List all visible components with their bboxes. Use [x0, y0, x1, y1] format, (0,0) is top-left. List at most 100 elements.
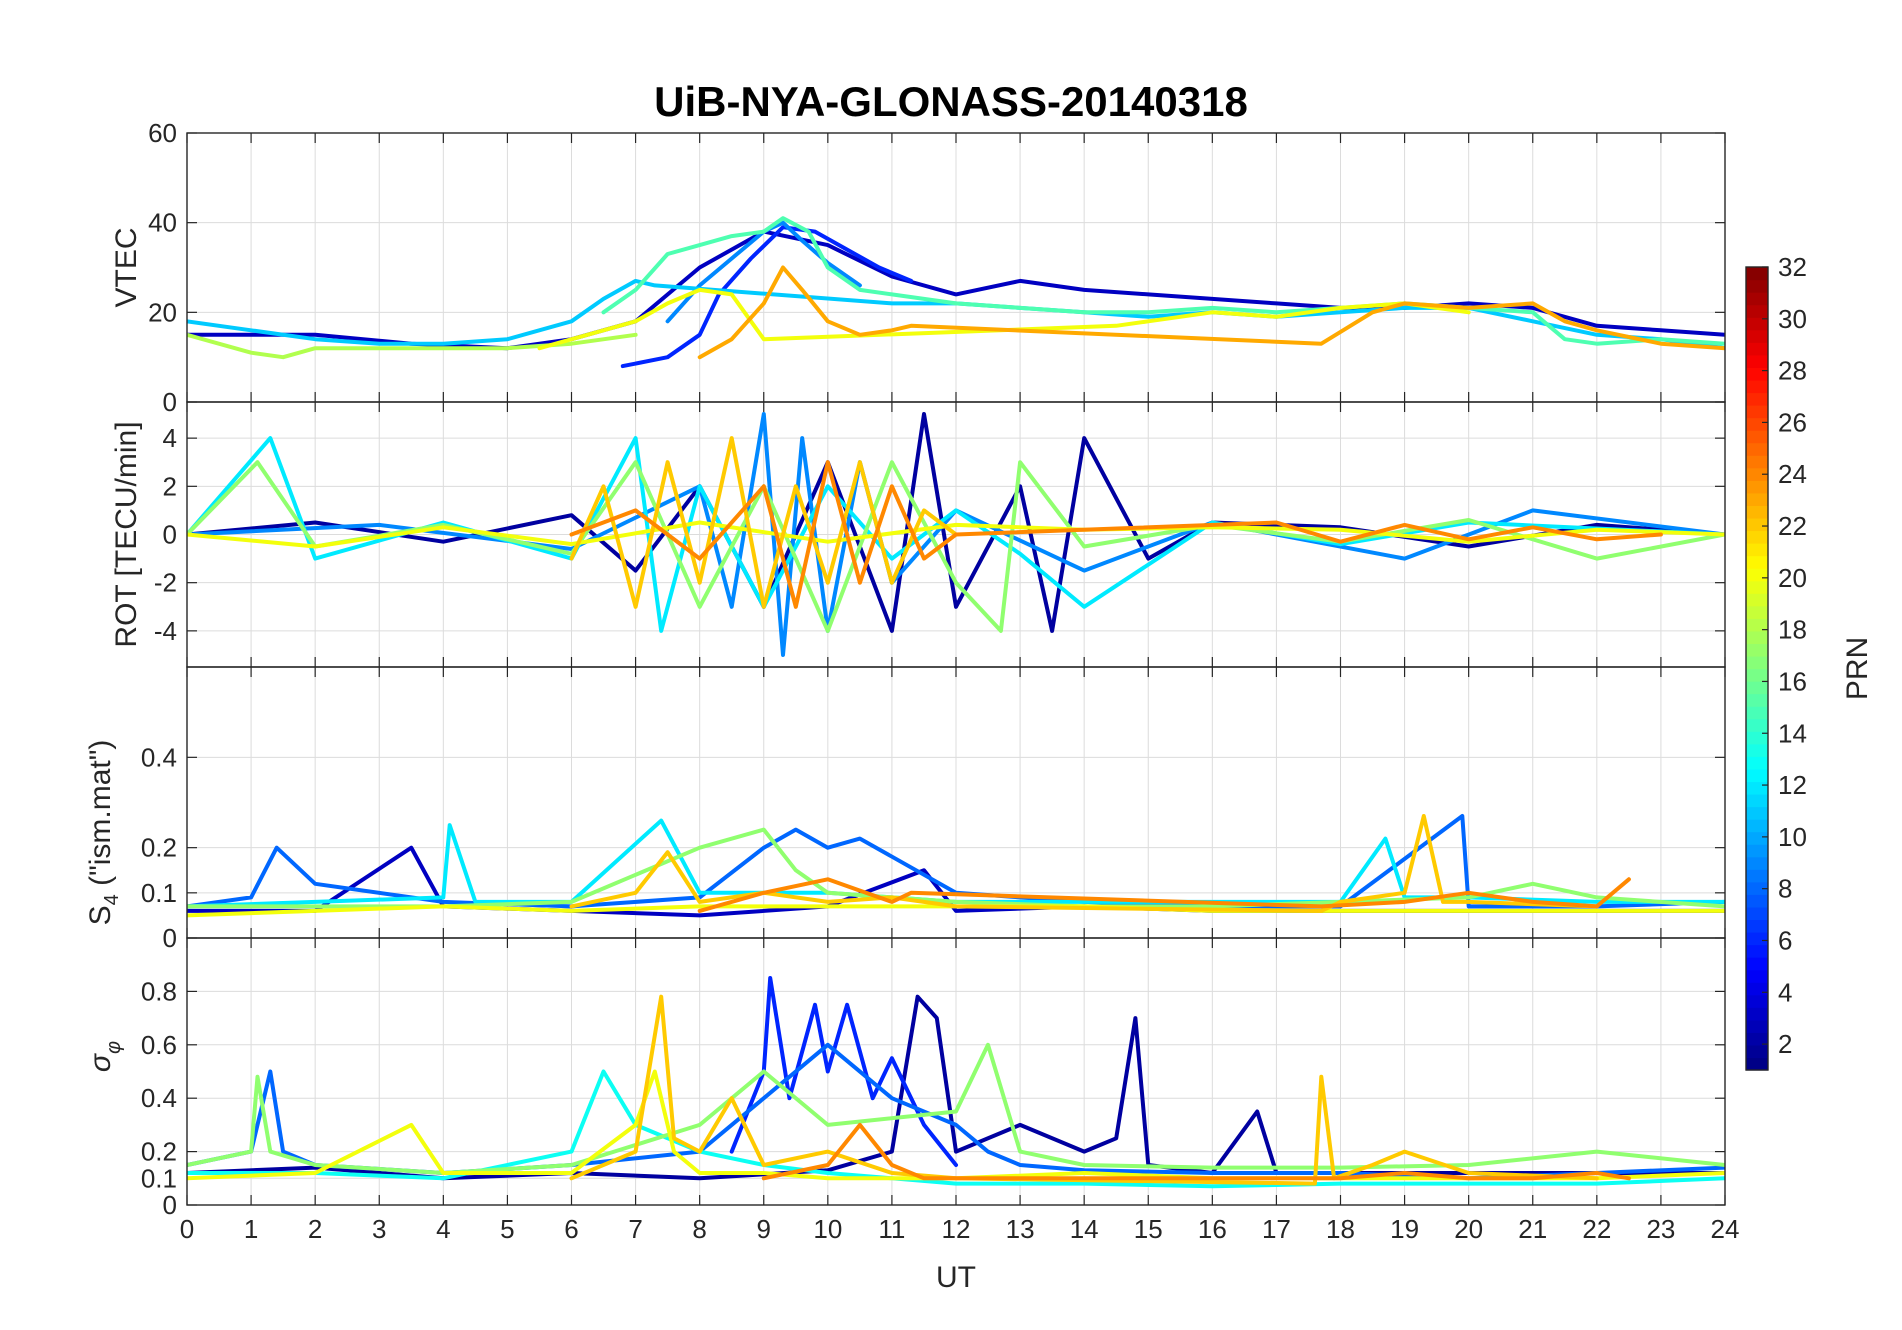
y-tick-label-rot: 0: [163, 520, 177, 550]
colorbar-tick-label: 30: [1778, 304, 1807, 334]
series-line-vtec-prn23: [697, 265, 1725, 360]
x-tick-label: 7: [628, 1214, 642, 1244]
y-tick-label-sigma_phi: 0: [163, 1190, 177, 1220]
series-line-s4-prn22: [569, 814, 1599, 913]
colorbar-segment: [1746, 1019, 1768, 1033]
series-line-sigma_phi-prn24: [761, 1122, 1631, 1181]
colorbar-segment: [1746, 706, 1768, 720]
series-line-vtec-prn20: [537, 287, 1471, 351]
colorbar-segment: [1746, 555, 1768, 569]
colorbar-tick-label: 16: [1778, 666, 1807, 696]
series-line-rot-prn22: [569, 436, 958, 609]
series-line-sigma_phi-prn17: [187, 1042, 1725, 1175]
colorbar-segment: [1746, 681, 1768, 695]
colorbar-segment: [1746, 957, 1768, 971]
colorbar-segment: [1746, 793, 1768, 808]
series-group-s4: [187, 814, 1725, 918]
colorbar-segment: [1746, 831, 1768, 845]
colorbar-tick-label: 20: [1778, 563, 1807, 593]
colorbar-segment: [1746, 655, 1768, 670]
y-tick-label-vtec: 20: [148, 297, 177, 327]
colorbar-segment: [1746, 530, 1768, 544]
series-group-vtec: [187, 216, 1725, 369]
series-line-vtec-prn6: [620, 225, 914, 369]
x-tick-label: 12: [942, 1214, 971, 1244]
colorbar-segment: [1746, 643, 1768, 657]
y-tick-label-rot: 2: [163, 471, 177, 501]
x-tick-label: 5: [500, 1214, 514, 1244]
colorbar-segment: [1746, 919, 1768, 933]
series-group-sigma_phi: [187, 976, 1725, 1189]
colorbar-segment: [1746, 354, 1768, 368]
colorbar-segment: [1746, 1032, 1768, 1046]
series-line-rot-prn2: [187, 412, 1725, 633]
y-tick-label-s4: 0: [163, 923, 177, 953]
series-line-s4-prn24: [697, 877, 1631, 913]
y-tick-label-sigma_phi: 0.6: [141, 1030, 177, 1060]
x-tick-label: 18: [1326, 1214, 1355, 1244]
colorbar-segment: [1746, 894, 1768, 908]
x-tick-label: 2: [308, 1214, 322, 1244]
colorbar-segment: [1746, 442, 1768, 456]
colorbar-frame: [1745, 266, 1769, 1071]
colorbar-tick-label: 22: [1778, 511, 1807, 541]
y-axis-label-sigma_phi: σφ: [84, 1041, 125, 1072]
colorbar-segment: [1746, 668, 1768, 682]
x-tick-label: 11: [878, 1214, 905, 1244]
x-tick-label: 23: [1646, 1214, 1675, 1244]
y-tick-label-s4: 0.2: [141, 833, 177, 863]
colorbar-segment: [1746, 756, 1768, 770]
colorbar-segment: [1746, 969, 1768, 983]
series-line-sigma_phi-prn6: [729, 976, 958, 1167]
colorbar-tick-label: 2: [1778, 1029, 1792, 1059]
colorbar-segment: [1746, 379, 1768, 394]
x-tick-label: 20: [1454, 1214, 1483, 1244]
series-line-sigma_phi-prn22: [569, 994, 1599, 1186]
colorbar-segment: [1746, 593, 1768, 607]
series-group-rot: [187, 412, 1725, 657]
colorbar-tick-label: 24: [1778, 459, 1807, 489]
colorbar-segment: [1746, 856, 1768, 870]
colorbar-segment: [1746, 543, 1768, 557]
colorbar-segment: [1746, 480, 1768, 494]
colorbar-segment: [1746, 844, 1768, 858]
x-tick-label: 4: [436, 1214, 450, 1244]
colorbar-segment: [1746, 329, 1768, 343]
figure-title: UiB-NYA-GLONASS-20140318: [654, 78, 1248, 125]
colorbar-segment: [1746, 455, 1768, 469]
colorbar-segment: [1746, 743, 1768, 757]
colorbar-segment: [1746, 869, 1768, 883]
x-tick-label: 13: [1006, 1214, 1035, 1244]
colorbar-segment: [1746, 292, 1768, 306]
x-tick-label: 21: [1518, 1214, 1547, 1244]
y-tick-label-vtec: 40: [148, 208, 177, 238]
colorbar-segment: [1746, 1044, 1768, 1059]
colorbar-segment: [1746, 342, 1768, 356]
colorbar-tick-label: 8: [1778, 874, 1792, 904]
colorbar-segment: [1746, 279, 1768, 293]
series-line-s4-prn8: [187, 814, 1725, 909]
colorbar-segment: [1746, 367, 1768, 381]
colorbar-segment: [1746, 1057, 1768, 1071]
x-tick-label: 0: [180, 1214, 194, 1244]
x-tick-label: 19: [1390, 1214, 1419, 1244]
colorbar-tick-label: 32: [1778, 252, 1807, 282]
y-tick-label-sigma_phi: 0.1: [141, 1163, 177, 1193]
x-tick-label: 3: [372, 1214, 386, 1244]
colorbar-segment: [1746, 317, 1768, 331]
colorbar-segment: [1746, 806, 1768, 820]
colorbar-segment: [1746, 931, 1768, 946]
series-line-sigma_phi-prn8: [187, 1042, 1725, 1181]
y-axis-label-vtec: VTEC: [110, 227, 143, 307]
y-axis-label-s4: S4 ("ism.mat"): [84, 740, 123, 926]
y-tick-label-s4: 0.4: [141, 742, 177, 772]
colorbar-segment: [1746, 693, 1768, 707]
colorbar-segment: [1746, 944, 1768, 958]
colorbar-segment: [1746, 517, 1768, 532]
colorbar-segment: [1746, 630, 1768, 645]
colorbar-segment: [1746, 731, 1768, 745]
x-tick-label: 1: [244, 1214, 258, 1244]
